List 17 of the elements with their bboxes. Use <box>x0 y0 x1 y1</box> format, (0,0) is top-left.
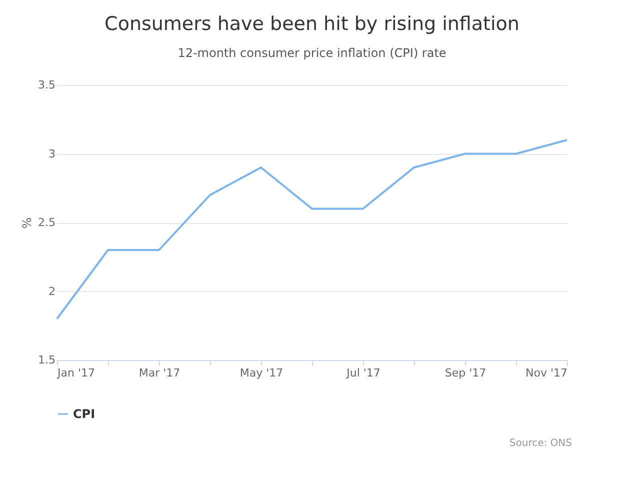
x-tick-label: Jan '17 <box>56 366 95 380</box>
legend-label: CPI <box>73 407 96 421</box>
x-tick-label: Mar '17 <box>138 366 180 380</box>
x-tick-label: Sep '17 <box>444 366 486 380</box>
chart-subtitle: 12-month consumer price inflation (CPI) rate <box>178 46 446 60</box>
x-tick-label: Nov '17 <box>526 366 568 380</box>
chart-title: Consumers have been hit by rising inflation <box>104 13 520 35</box>
source-note: Source: ONS <box>509 438 572 449</box>
y-tick-label: 3 <box>48 147 56 160</box>
y-tick-label: 3.5 <box>38 78 56 92</box>
x-tick-label: May '17 <box>240 366 284 380</box>
y-tick-label: 2 <box>48 284 56 298</box>
y-tick-label: 1.5 <box>38 354 56 366</box>
x-tick-label: Jul '17 <box>346 366 380 380</box>
y-axis-title: % <box>20 217 34 229</box>
y-tick-label: 2.5 <box>38 216 56 229</box>
line-series <box>56 139 568 320</box>
